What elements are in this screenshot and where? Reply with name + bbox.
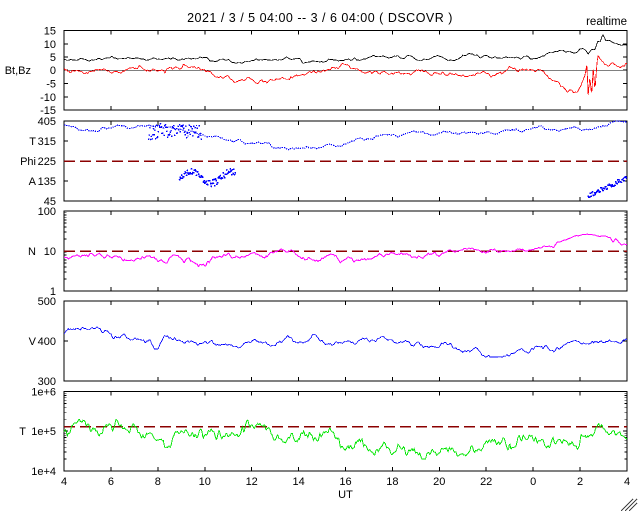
svg-text:405: 405 bbox=[38, 116, 56, 128]
svg-text:2021 / 3 / 5 04:00 -- 3 / 6: 2021 / 3 / 5 04:00 -- 3 / 6 04:00 ( DSCO… bbox=[187, 11, 453, 25]
svg-text:4: 4 bbox=[61, 476, 67, 488]
svg-text:1e+6: 1e+6 bbox=[31, 387, 56, 399]
svg-text:4: 4 bbox=[624, 476, 630, 488]
svg-text:315: 315 bbox=[38, 136, 56, 148]
svg-text:500: 500 bbox=[38, 296, 56, 308]
svg-text:135: 135 bbox=[38, 176, 56, 188]
svg-text:0: 0 bbox=[50, 65, 56, 77]
svg-text:18: 18 bbox=[386, 476, 398, 488]
svg-text:Phi: Phi bbox=[20, 156, 36, 168]
svg-text:-5: -5 bbox=[46, 79, 56, 91]
svg-text:8: 8 bbox=[155, 476, 161, 488]
svg-text:10: 10 bbox=[44, 246, 56, 258]
svg-text:20: 20 bbox=[433, 476, 445, 488]
svg-text:realtime: realtime bbox=[586, 16, 627, 28]
svg-text:V: V bbox=[29, 336, 37, 348]
svg-text:T: T bbox=[29, 136, 36, 148]
svg-text:100: 100 bbox=[38, 206, 56, 218]
svg-text:A: A bbox=[29, 176, 37, 188]
svg-text:12: 12 bbox=[246, 476, 258, 488]
svg-text:10: 10 bbox=[44, 39, 56, 51]
svg-text:16: 16 bbox=[339, 476, 351, 488]
svg-text:N: N bbox=[28, 246, 36, 258]
svg-text:UT: UT bbox=[338, 489, 353, 501]
svg-text:T: T bbox=[19, 426, 26, 438]
svg-text:6: 6 bbox=[108, 476, 114, 488]
svg-text:0: 0 bbox=[530, 476, 536, 488]
svg-text:-10: -10 bbox=[40, 92, 56, 104]
svg-text:22: 22 bbox=[480, 476, 492, 488]
svg-text:1e+4: 1e+4 bbox=[31, 466, 56, 478]
svg-text:225: 225 bbox=[38, 156, 56, 168]
svg-text:2: 2 bbox=[577, 476, 583, 488]
svg-text:14: 14 bbox=[292, 476, 304, 488]
svg-text:1e+5: 1e+5 bbox=[31, 426, 56, 438]
svg-text:Bt,Bz: Bt,Bz bbox=[5, 65, 31, 77]
svg-text:400: 400 bbox=[38, 336, 56, 348]
svg-text:5: 5 bbox=[50, 52, 56, 64]
svg-text:10: 10 bbox=[199, 476, 211, 488]
svg-text:15: 15 bbox=[44, 26, 56, 38]
